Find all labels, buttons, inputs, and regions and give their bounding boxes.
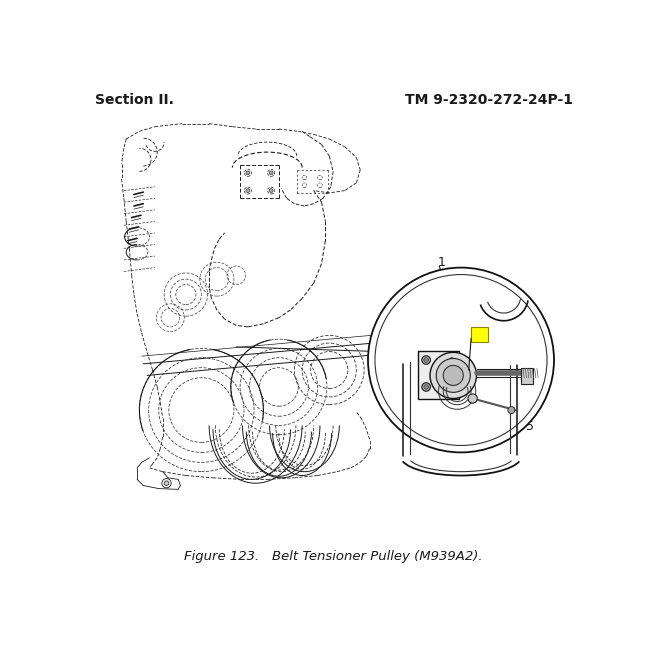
Bar bbox=[419, 351, 459, 399]
Circle shape bbox=[430, 352, 476, 399]
Circle shape bbox=[269, 171, 273, 175]
Text: 1: 1 bbox=[437, 256, 445, 268]
Circle shape bbox=[443, 365, 463, 386]
FancyBboxPatch shape bbox=[471, 327, 488, 342]
Text: TM 9-2320-272-24P-1: TM 9-2320-272-24P-1 bbox=[406, 93, 573, 107]
Circle shape bbox=[246, 171, 250, 175]
Circle shape bbox=[424, 358, 428, 363]
Text: 2: 2 bbox=[436, 315, 443, 327]
Text: Figure 123.   Belt Tensioner Pulley (M939A2).: Figure 123. Belt Tensioner Pulley (M939A… bbox=[184, 550, 482, 563]
Circle shape bbox=[447, 356, 456, 365]
Circle shape bbox=[468, 394, 477, 403]
Circle shape bbox=[449, 358, 454, 363]
Text: Section II.: Section II. bbox=[95, 93, 174, 107]
Circle shape bbox=[368, 268, 554, 453]
FancyBboxPatch shape bbox=[521, 368, 533, 384]
Circle shape bbox=[422, 383, 430, 392]
Circle shape bbox=[424, 385, 428, 390]
Circle shape bbox=[508, 407, 515, 413]
Circle shape bbox=[422, 356, 430, 365]
Circle shape bbox=[447, 383, 456, 392]
Circle shape bbox=[449, 385, 454, 390]
Circle shape bbox=[375, 274, 547, 445]
Circle shape bbox=[164, 481, 169, 486]
Text: 3: 3 bbox=[475, 328, 484, 341]
Circle shape bbox=[269, 189, 273, 193]
Text: 4: 4 bbox=[532, 340, 540, 353]
Text: 5: 5 bbox=[526, 420, 534, 434]
Circle shape bbox=[436, 359, 471, 392]
Circle shape bbox=[246, 189, 250, 193]
